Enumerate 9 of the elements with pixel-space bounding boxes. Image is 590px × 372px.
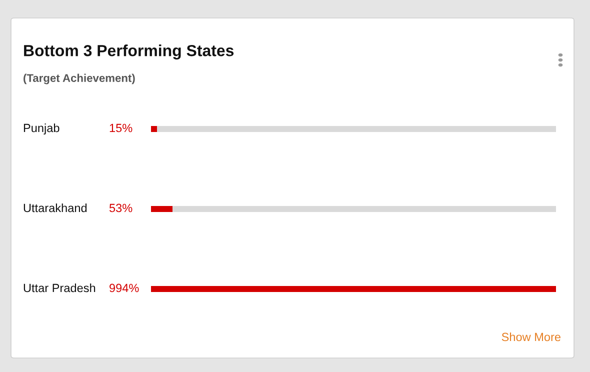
y-tick-label: Punjab <box>24 124 60 135</box>
y-tick-label: Uttar Pradesh <box>24 283 96 292</box>
chart-subtitle: (Target Achievement) <box>24 74 135 84</box>
text: Show More <box>502 332 560 342</box>
y-tick-label: Uttarakhand <box>24 203 87 212</box>
data-label: 994% <box>110 284 139 292</box>
chart-title: Bottom 3 Performing States <box>24 44 234 60</box>
data-label: 15% <box>110 124 132 132</box>
data-label: 53% <box>109 204 132 212</box>
